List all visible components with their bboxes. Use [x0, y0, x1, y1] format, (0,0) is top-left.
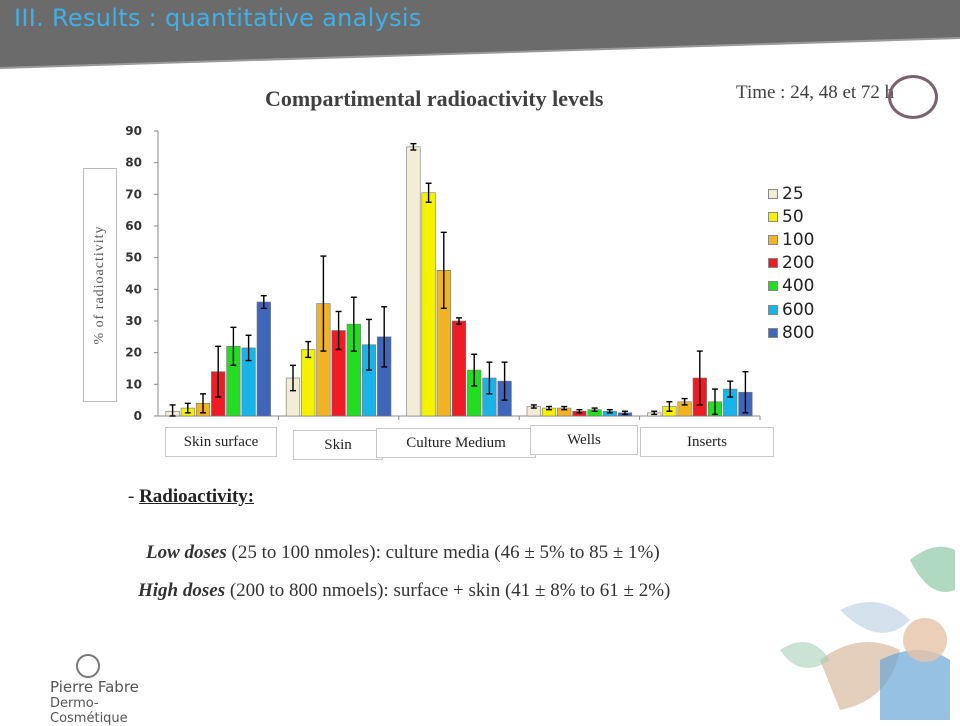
- legend-label: 600: [782, 299, 815, 320]
- bullet-line: - Radioactivity:: [128, 486, 254, 508]
- bar-50-2: [421, 192, 436, 417]
- finding-low-text: (25 to 100 nmoles): culture media (46 ± …: [226, 542, 660, 563]
- category-label-2: Culture Medium: [376, 428, 536, 458]
- category-label-4: Inserts: [640, 427, 774, 457]
- y-tick-label: 60: [125, 219, 142, 233]
- time-highlight-circle: [888, 75, 938, 119]
- finding-high-label: High doses: [138, 580, 226, 601]
- legend-item: 200: [768, 252, 814, 275]
- logo-name: Pierre Fabre: [50, 678, 139, 696]
- logo-division: Dermo-Cosmétique: [50, 696, 128, 726]
- finding-high-doses: High doses (200 to 800 nmoels): surface …: [138, 580, 670, 602]
- category-label-1: Skin: [293, 430, 383, 460]
- legend-item: 25: [768, 182, 814, 205]
- legend-swatch: [768, 234, 778, 245]
- y-tick-label: 20: [125, 346, 142, 360]
- legend-item: 600: [768, 298, 814, 321]
- finding-low-doses: Low doses (25 to 100 nmoles): culture me…: [146, 542, 660, 564]
- y-tick-label: 50: [125, 251, 142, 265]
- ylabel-box: [83, 168, 117, 402]
- chart-title: Compartimental radioactivity levels: [265, 86, 604, 111]
- legend-item: 800: [768, 321, 814, 344]
- slide-title: III. Results : quantitative analysis: [14, 4, 422, 32]
- legend-label: 25: [782, 183, 804, 204]
- bar-200-2: [451, 320, 467, 417]
- legend-swatch: [768, 281, 778, 292]
- bar-800-0: [256, 301, 271, 417]
- y-tick-label: 30: [125, 314, 142, 328]
- legend-label: 200: [782, 253, 815, 274]
- legend-label: 50: [782, 206, 804, 227]
- finding-low-label: Low doses: [146, 542, 227, 563]
- company-logo: Pierre Fabre Dermo-Cosmétique: [50, 650, 170, 726]
- legend-swatch: [768, 304, 778, 315]
- y-tick-label: 10: [125, 377, 142, 391]
- decorative-photo-collage-icon: [780, 546, 955, 720]
- legend-item: 50: [768, 205, 814, 228]
- y-tick-label: 40: [125, 282, 142, 296]
- category-label-0: Skin surface: [165, 427, 277, 457]
- bar-50-1: [301, 349, 316, 417]
- legend-item: 100: [768, 228, 814, 251]
- finding-high-text: (200 to 800 nmoels): surface + skin (41 …: [225, 580, 671, 601]
- bullet-heading: Radioactivity:: [139, 486, 255, 507]
- chart-legend: 25 50 100 200 400 600 800: [768, 182, 814, 344]
- bullet-dash: -: [128, 486, 135, 507]
- legend-swatch: [768, 327, 778, 338]
- y-tick-label: 90: [125, 124, 142, 138]
- legend-swatch: [768, 188, 778, 199]
- y-tick-label: 80: [125, 156, 142, 170]
- header-banner: [0, 0, 960, 69]
- y-tick-label: 70: [125, 187, 142, 201]
- legend-swatch: [768, 211, 778, 222]
- legend-item: 400: [768, 275, 814, 298]
- bar-25-2: [406, 146, 421, 417]
- time-label: Time : 24, 48 et 72 h: [736, 82, 895, 103]
- legend-label: 100: [782, 229, 815, 250]
- logo-icon: [76, 654, 100, 678]
- category-label-3: Wells: [530, 425, 638, 455]
- legend-label: 400: [782, 276, 815, 297]
- y-tick-label: 0: [134, 409, 142, 423]
- legend-label: 800: [782, 322, 815, 343]
- legend-swatch: [768, 258, 778, 269]
